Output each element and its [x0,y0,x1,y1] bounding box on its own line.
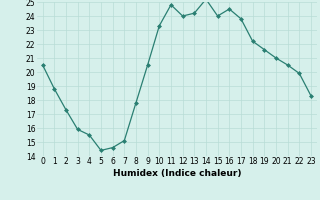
X-axis label: Humidex (Indice chaleur): Humidex (Indice chaleur) [113,169,241,178]
